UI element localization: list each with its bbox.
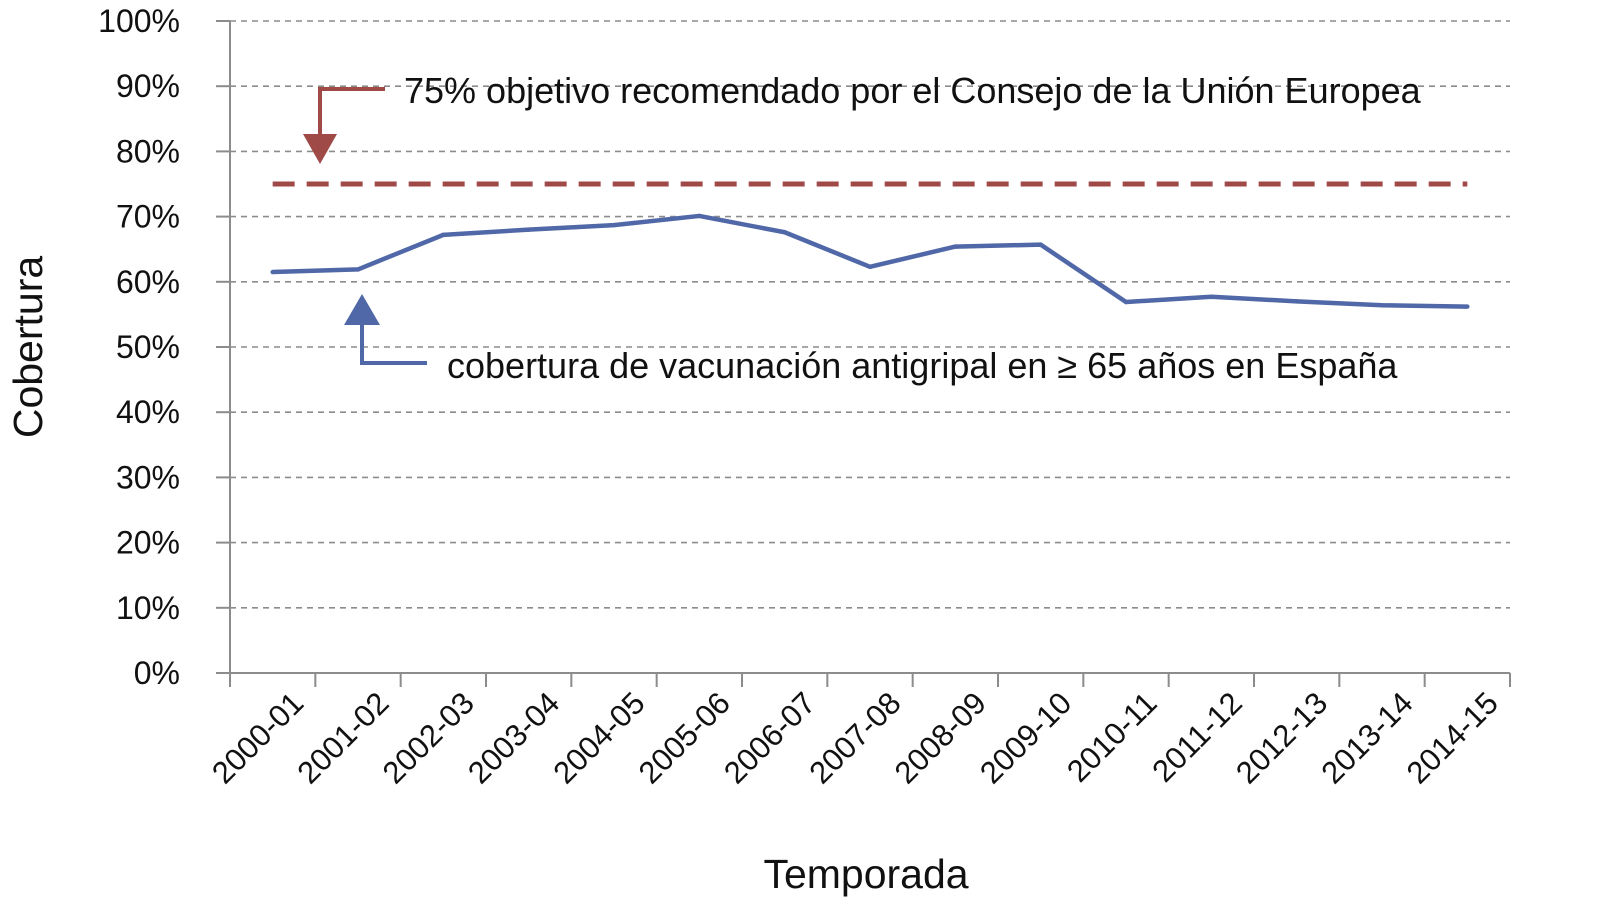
gridlines — [230, 20, 1510, 609]
series-line-coverage — [272, 213, 1468, 309]
data-point — [867, 264, 873, 270]
x-axis-title: Temporada — [763, 851, 968, 897]
x-tick-label: 2007-08 — [802, 685, 907, 790]
data-point — [782, 230, 787, 235]
x-tick-label: 2002-03 — [376, 685, 481, 790]
x-tick-label: 2013-14 — [1314, 685, 1419, 790]
y-tick-label: 100% — [98, 3, 180, 39]
y-tick-label: 30% — [116, 459, 180, 495]
y-tick-label: 0% — [134, 655, 180, 691]
data-point — [441, 232, 446, 238]
x-tick-label: 2005-06 — [632, 685, 737, 790]
data-point — [1465, 304, 1470, 309]
data-point — [611, 222, 617, 228]
y-tick-label: 50% — [116, 329, 180, 365]
x-tick-label: 2008-09 — [888, 685, 993, 790]
x-tick-label: 2009-10 — [973, 685, 1078, 790]
y-tick-labels: 0% 10% 20% 30% 40% 50% 60% 70% 80% 90% 100% — [98, 3, 180, 691]
arrow-eu-target-shaft — [318, 87, 385, 137]
x-tick-label: 2006-07 — [717, 685, 822, 790]
annotation-coverage: cobertura de vacunación antigripal en ≥ … — [447, 345, 1398, 386]
data-point — [697, 213, 702, 219]
data-point — [270, 269, 275, 275]
data-point — [355, 267, 361, 272]
series-group — [270, 213, 1470, 309]
arrow-coverage-head — [344, 294, 380, 325]
axes — [216, 20, 1511, 687]
y-tick-label: 90% — [116, 68, 180, 104]
y-axis-title: Cobertura — [5, 256, 51, 439]
data-point — [1209, 294, 1214, 299]
data-point — [1038, 242, 1043, 247]
arrow-eu-target-head — [303, 134, 337, 164]
y-tick-label: 70% — [116, 199, 180, 235]
data-point — [1123, 299, 1129, 305]
x-tick-label: 2000-01 — [205, 685, 310, 790]
y-tick-label: 10% — [116, 590, 180, 626]
y-tick-label: 60% — [116, 264, 180, 300]
y-tick-label: 80% — [116, 133, 180, 169]
x-tick-label: 2003-04 — [461, 685, 566, 790]
data-point — [1294, 299, 1299, 304]
data-point — [1379, 303, 1385, 308]
annotation-eu-target: 75% objetivo recomendado por el Consejo … — [404, 70, 1422, 111]
data-point — [953, 244, 958, 249]
x-tick-labels: 2000-012001-022002-032003-042004-052005-… — [205, 685, 1505, 790]
y-tick-label: 20% — [116, 525, 180, 561]
x-tick-label: 2004-05 — [546, 685, 651, 790]
y-tick-label: 40% — [116, 394, 180, 430]
x-tick-label: 2012-13 — [1229, 685, 1334, 790]
arrow-coverage-shaft — [360, 322, 427, 365]
x-tick-label: 2014-15 — [1400, 685, 1505, 790]
x-tick-label: 2010-11 — [1060, 685, 1164, 789]
annotations: 75% objetivo recomendado por el Consejo … — [303, 70, 1422, 386]
data-point — [526, 227, 531, 232]
x-tick-label: 2001-02 — [290, 685, 395, 790]
x-tick-label: 2011-12 — [1145, 685, 1249, 789]
